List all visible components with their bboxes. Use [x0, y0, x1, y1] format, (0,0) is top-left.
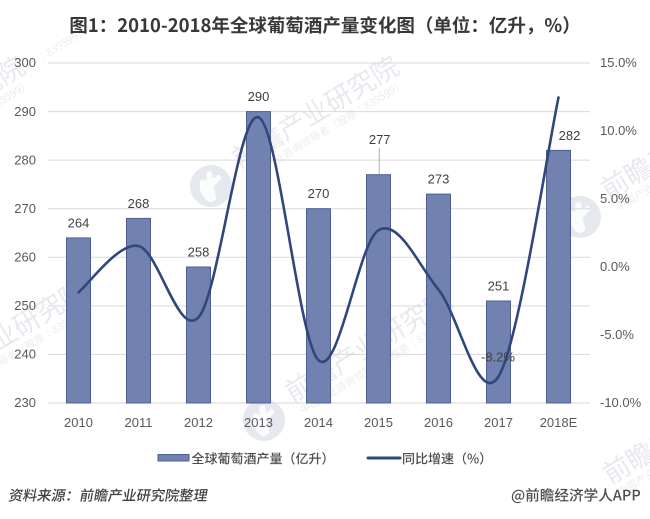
svg-text:15.0%: 15.0%: [600, 55, 637, 70]
svg-text:290: 290: [14, 104, 36, 119]
svg-text:270: 270: [308, 186, 330, 201]
svg-text:258: 258: [188, 245, 210, 260]
svg-text:2014: 2014: [304, 415, 333, 430]
svg-text:2011: 2011: [125, 415, 153, 430]
svg-text:282: 282: [559, 128, 581, 143]
svg-text:0.0%: 0.0%: [600, 259, 630, 274]
svg-text:2013: 2013: [244, 415, 273, 430]
svg-text:250: 250: [14, 298, 36, 313]
svg-text:270: 270: [14, 201, 36, 216]
svg-text:2016: 2016: [424, 415, 453, 430]
svg-text:5.0%: 5.0%: [600, 191, 630, 206]
svg-text:280: 280: [14, 152, 36, 167]
svg-text:-5.0%: -5.0%: [600, 327, 634, 342]
svg-text:277: 277: [369, 132, 391, 147]
svg-text:290: 290: [248, 89, 270, 104]
svg-text:264: 264: [68, 215, 90, 230]
svg-text:2018E: 2018E: [540, 415, 578, 430]
svg-text:300: 300: [14, 55, 36, 70]
svg-text:251: 251: [488, 279, 510, 294]
svg-text:240: 240: [14, 347, 36, 362]
svg-text:2012: 2012: [184, 415, 213, 430]
svg-text:2015: 2015: [364, 415, 393, 430]
svg-text:230: 230: [14, 395, 36, 410]
svg-text:-8.2%: -8.2%: [481, 350, 515, 365]
svg-text:2010: 2010: [64, 415, 93, 430]
svg-text:268: 268: [128, 196, 150, 211]
svg-text:-10.0%: -10.0%: [600, 395, 642, 410]
svg-text:260: 260: [14, 250, 36, 265]
svg-text:273: 273: [428, 172, 450, 187]
svg-text:10.0%: 10.0%: [600, 123, 637, 138]
svg-text:2017: 2017: [484, 415, 513, 430]
